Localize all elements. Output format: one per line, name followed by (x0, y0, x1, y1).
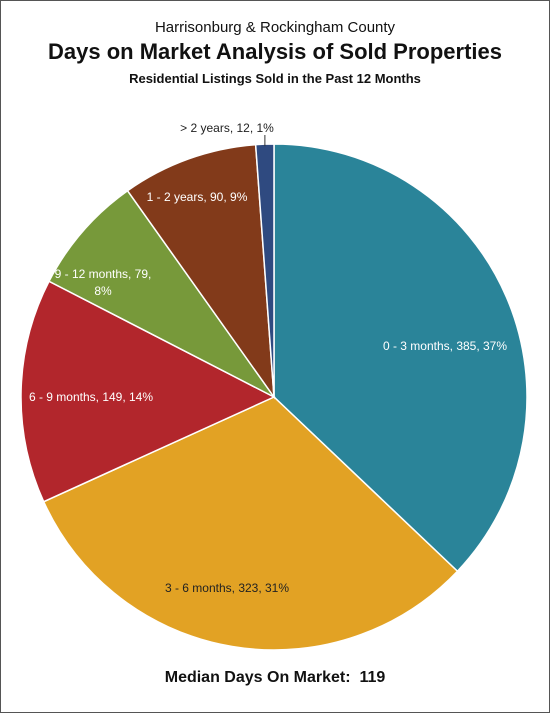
slice-data-label: 3 - 6 months, 323, 31% (165, 581, 289, 595)
slice-data-label: > 2 years, 12, 1% (180, 121, 274, 135)
pie-chart: 0 - 3 months, 385, 37% 3 - 6 months, 323,… (20, 121, 528, 651)
pie-slice (273, 143, 528, 573)
chart-region-title: Harrisonburg & Rockingham County (154, 19, 396, 36)
median-label: Median Days On Market: (164, 669, 351, 686)
median-days-footer: Median Days On Market: 119 (1, 669, 549, 687)
pie-slice (42, 396, 459, 651)
pie-labels: 0 - 3 months, 385, 37% 3 - 6 months, 323,… (29, 121, 507, 595)
pie-slice (48, 189, 275, 398)
slice-data-label: 6 - 9 months, 149, 14% (29, 390, 153, 404)
slice-data-label: 0 - 3 months, 385, 37% (383, 339, 507, 353)
slice-data-label: 9 - 12 months, 79, 8% (55, 267, 152, 298)
slice-data-label: 1 - 2 years, 90, 9% (147, 190, 248, 204)
chart-subtitle: Residential Listings Sold in the Past 12… (129, 71, 421, 86)
pie-slice (20, 280, 276, 503)
median-value: 119 (359, 669, 386, 686)
pie-slice (126, 143, 275, 400)
chart-title: Days on Market Analysis of Sold Properti… (48, 39, 502, 64)
pie-slices (20, 143, 528, 651)
